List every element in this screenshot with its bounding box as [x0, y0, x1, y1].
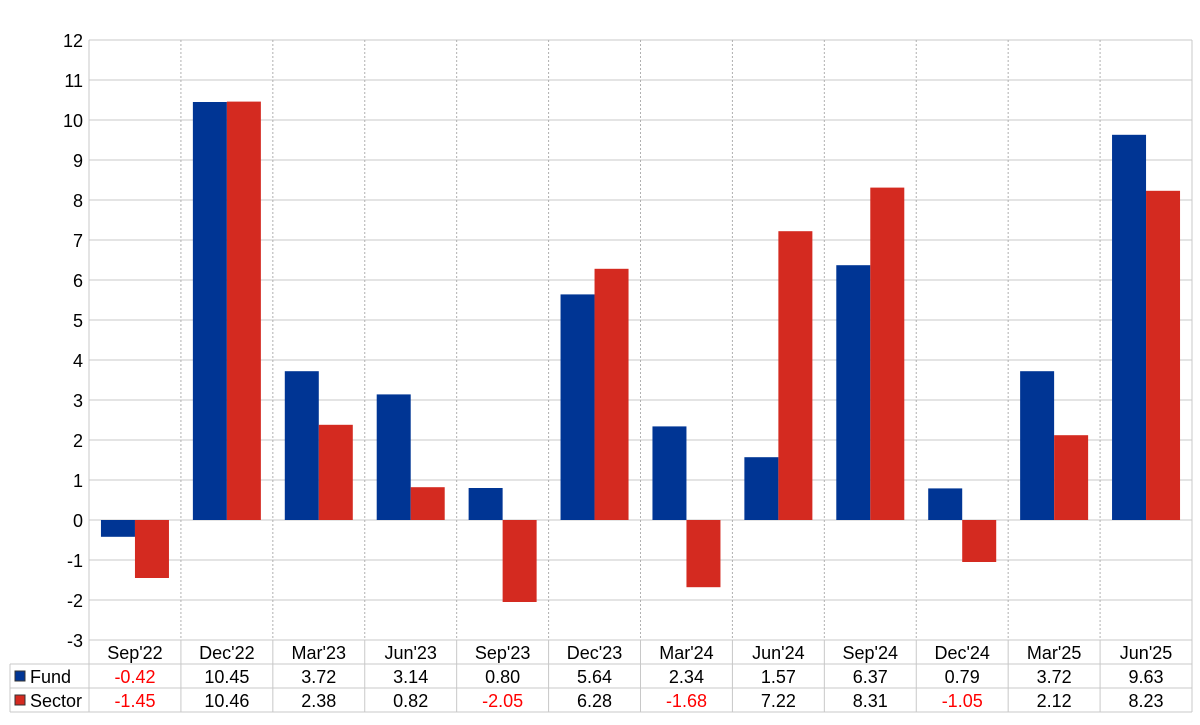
- data-label-sector: 0.82: [393, 691, 428, 711]
- y-tick-label: 2: [73, 431, 83, 451]
- x-tick-label: Dec'22: [199, 643, 254, 663]
- bar-fund: [284, 371, 319, 520]
- bar-sector: [778, 231, 813, 520]
- bar-fund: [376, 394, 411, 520]
- data-label-fund: 5.64: [577, 667, 612, 687]
- data-label-fund: 9.63: [1129, 667, 1164, 687]
- data-label-sector: -1.45: [114, 691, 155, 711]
- y-tick-label: 7: [73, 231, 83, 251]
- y-tick-label: 4: [73, 351, 83, 371]
- x-tick-label: Sep'23: [475, 643, 531, 663]
- x-tick-label: Sep'22: [107, 643, 163, 663]
- bar-fund: [468, 488, 503, 520]
- data-label-sector: 2.12: [1037, 691, 1072, 711]
- data-label-sector: 6.28: [577, 691, 612, 711]
- bar-sector: [134, 520, 169, 578]
- legend-swatch-sector: [14, 694, 26, 706]
- y-tick-label: -3: [67, 631, 83, 651]
- bar-sector: [226, 101, 261, 520]
- x-tick-label: Dec'24: [934, 643, 989, 663]
- bar-fund: [560, 294, 595, 520]
- data-label-fund: 3.72: [301, 667, 336, 687]
- data-label-sector: 2.38: [301, 691, 336, 711]
- y-tick-label: 6: [73, 271, 83, 291]
- y-tick-label: 5: [73, 311, 83, 331]
- bar-sector: [410, 487, 445, 520]
- x-tick-label: Mar'25: [1027, 643, 1081, 663]
- bar-sector: [1146, 190, 1181, 521]
- bar-fund: [744, 457, 779, 520]
- bar-fund: [836, 265, 871, 520]
- data-label-sector: -1.05: [942, 691, 983, 711]
- legend-swatch-fund: [14, 670, 26, 682]
- bar-fund: [1020, 371, 1055, 520]
- x-tick-label: Jun'25: [1120, 643, 1172, 663]
- bar-sector: [594, 268, 629, 520]
- bar-sector: [870, 187, 905, 520]
- data-label-sector: 10.46: [204, 691, 249, 711]
- y-tick-label: 8: [73, 191, 83, 211]
- data-label-fund: 2.34: [669, 667, 704, 687]
- y-tick-label: 11: [64, 71, 83, 91]
- data-label-sector: -2.05: [482, 691, 523, 711]
- data-label-sector: -1.68: [666, 691, 707, 711]
- data-label-fund: 10.45: [204, 667, 249, 687]
- bar-sector: [686, 520, 721, 588]
- bar-sector: [318, 424, 353, 520]
- x-tick-label: Mar'23: [292, 643, 346, 663]
- data-label-fund: 0.79: [945, 667, 980, 687]
- data-label-fund: 3.14: [393, 667, 428, 687]
- data-label-fund: 0.80: [485, 667, 520, 687]
- legend-label: Sector: [30, 691, 82, 711]
- data-label-fund: 3.72: [1037, 667, 1072, 687]
- data-label-sector: 8.31: [853, 691, 888, 711]
- data-label-fund: 6.37: [853, 667, 888, 687]
- legend-label: Fund: [30, 667, 71, 687]
- y-tick-label: -2: [67, 591, 83, 611]
- x-tick-label: Jun'24: [752, 643, 804, 663]
- y-tick-label: 3: [73, 391, 83, 411]
- bar-sector: [1054, 435, 1089, 520]
- y-tick-label: 9: [73, 151, 83, 171]
- y-tick-label: -1: [67, 551, 83, 571]
- x-tick-label: Mar'24: [659, 643, 713, 663]
- y-tick-label: 1: [73, 471, 83, 491]
- x-tick-label: Jun'23: [384, 643, 436, 663]
- y-tick-label: 0: [73, 511, 83, 531]
- x-tick-label: Sep'24: [843, 643, 899, 663]
- x-tick-label: Dec'23: [567, 643, 622, 663]
- bar-sector: [962, 520, 997, 562]
- data-label-fund: -0.42: [114, 667, 155, 687]
- bar-fund: [192, 102, 227, 520]
- y-tick-label: 10: [63, 111, 83, 131]
- data-label-sector: 8.23: [1129, 691, 1164, 711]
- bar-fund: [928, 488, 963, 520]
- bar-fund: [652, 426, 687, 520]
- bar-fund: [1112, 134, 1147, 521]
- y-tick-label: 12: [63, 31, 83, 51]
- bar-sector: [502, 520, 537, 602]
- data-label-fund: 1.57: [761, 667, 796, 687]
- data-label-sector: 7.22: [761, 691, 796, 711]
- bar-fund: [100, 520, 135, 537]
